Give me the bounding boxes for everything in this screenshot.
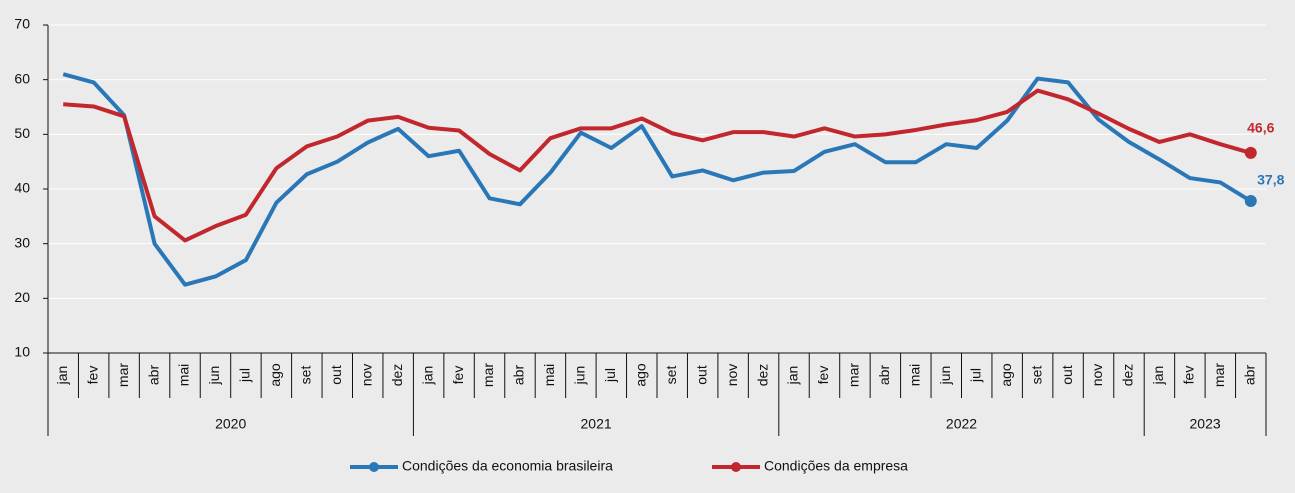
x-tick-label: jul (967, 368, 983, 383)
legend-label: Condições da economia brasileira (402, 458, 613, 474)
x-tick-label: mai (541, 364, 557, 387)
x-tick-label: abr (511, 365, 527, 386)
x-tick-label: mai (907, 364, 923, 387)
y-tick-label: 50 (14, 125, 30, 141)
series-line (62, 72, 1252, 287)
x-tick-label: jul (602, 368, 618, 383)
x-tick-label: jun (206, 366, 222, 386)
x-tick-label: abr (145, 365, 161, 386)
y-tick-label: 40 (14, 180, 30, 196)
y-tick-label: 70 (14, 16, 30, 32)
x-tick-label: jan (1150, 366, 1166, 386)
y-tick-label: 60 (14, 70, 30, 86)
year-label: 2021 (581, 416, 612, 432)
x-tick-label: fev (450, 366, 466, 385)
x-tick-label: ago (267, 363, 283, 387)
x-tick-label: nov (1089, 364, 1105, 387)
legend-label: Condições da empresa (764, 458, 908, 474)
x-tick-label: jan (54, 366, 70, 386)
y-tick-label: 20 (14, 289, 30, 305)
x-tick-label: fev (815, 366, 831, 385)
x-tick-label: abr (1241, 365, 1257, 386)
x-tick-label: jun (937, 366, 953, 386)
x-tick-label: set (298, 366, 314, 385)
end-marker (1244, 195, 1257, 208)
y-tick-label: 10 (14, 344, 30, 360)
x-tick-label: dez (389, 364, 405, 387)
x-tick-label: mar (480, 363, 496, 387)
x-tick-label: out (1059, 365, 1075, 385)
y-tick-label: 30 (14, 234, 30, 250)
x-tick-label: out (693, 365, 709, 385)
x-tick-label: out (328, 365, 344, 385)
x-tick-label: abr (876, 365, 892, 386)
year-label: 2020 (215, 416, 246, 432)
x-tick-label: ago (632, 363, 648, 387)
legend-marker (369, 462, 379, 472)
x-tick-label: set (663, 366, 679, 385)
value-label: 37,8 (1257, 172, 1284, 188)
x-tick-label: mar (1211, 363, 1227, 387)
series-line (63, 88, 1252, 243)
x-tick-label: jan (419, 366, 435, 386)
x-tick-label: jan (785, 366, 801, 386)
x-tick-label: dez (1120, 364, 1136, 387)
year-label: 2023 (1190, 416, 1221, 432)
x-tick-label: mai (176, 364, 192, 387)
x-tick-label: dez (754, 364, 770, 387)
x-tick-label: jun (572, 366, 588, 386)
end-marker (1244, 146, 1257, 159)
x-tick-label: mar (115, 363, 131, 387)
year-label: 2022 (946, 416, 977, 432)
x-tick-label: nov (724, 364, 740, 387)
x-tick-label: mar (846, 363, 862, 387)
x-tick-label: set (1028, 366, 1044, 385)
value-label: 46,6 (1247, 120, 1274, 136)
x-tick-label: ago (998, 363, 1014, 387)
x-tick-label: fev (1181, 366, 1197, 385)
x-tick-label: fev (84, 366, 100, 385)
legend-marker (731, 462, 741, 472)
x-tick-label: nov (358, 364, 374, 387)
x-tick-label: jul (237, 368, 253, 383)
